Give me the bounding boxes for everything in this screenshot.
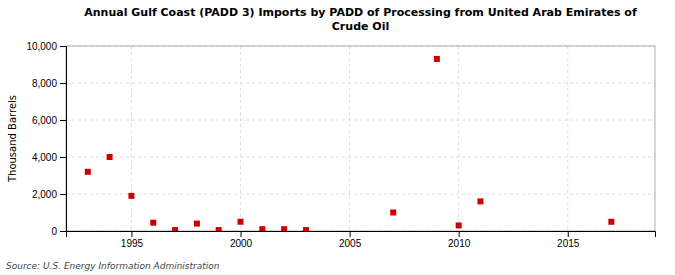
chart: 1995 2000 2005 2010 2015 0 2,000 4,000 6,000 8,00… — [0, 0, 675, 275]
point — [172, 227, 178, 231]
x-axis: 1995 2000 2005 2010 2015 — [67, 231, 656, 249]
point — [608, 219, 614, 225]
tick: 2000 — [230, 231, 253, 249]
tick-mark — [350, 231, 351, 237]
point — [477, 198, 483, 204]
tick-mark — [60, 46, 66, 47]
point — [216, 227, 222, 231]
tick: 10,000 — [26, 41, 66, 52]
grid-line — [66, 194, 655, 195]
tick-mark — [60, 83, 66, 84]
tick-label: 10,000 — [26, 41, 57, 52]
point — [259, 226, 265, 231]
grid-line — [240, 46, 241, 231]
y-axis-title: Thousand Barrels — [7, 95, 18, 183]
grid — [66, 46, 655, 231]
tick: 0 — [51, 226, 66, 237]
tick: 4,000 — [32, 152, 66, 163]
tick: 1995 — [121, 231, 144, 249]
tick-mark — [241, 231, 242, 237]
source: Source: U.S. Energy Information Administ… — [6, 261, 220, 271]
tick: 8,000 — [32, 78, 66, 89]
point — [150, 220, 156, 226]
grid-line — [131, 46, 132, 231]
grid-line — [66, 120, 655, 121]
tick: 2005 — [339, 231, 362, 249]
tick-label: 2,000 — [32, 189, 57, 200]
tick-mark — [568, 231, 569, 237]
point — [238, 219, 244, 225]
grid-line — [66, 83, 655, 84]
point — [281, 226, 287, 231]
tick-mark — [60, 120, 66, 121]
tick: 2,000 — [32, 189, 66, 200]
tick-label: 2010 — [448, 238, 471, 249]
point — [303, 227, 309, 231]
point — [456, 222, 462, 228]
grid-line — [567, 46, 568, 231]
tick-mark — [131, 231, 132, 237]
grid-line — [66, 157, 655, 158]
tick-label: 2005 — [339, 238, 362, 249]
point — [194, 221, 200, 227]
tick-label: 6,000 — [32, 115, 57, 126]
grid-line — [458, 46, 459, 231]
tick-label: 4,000 — [32, 152, 57, 163]
point — [434, 56, 440, 62]
point — [390, 210, 396, 216]
title: Annual Gulf Coast (PADD 3) Imports by PA… — [84, 6, 637, 33]
tick-label: 1995 — [121, 238, 144, 249]
tick: 6,000 — [32, 115, 66, 126]
point — [107, 154, 113, 160]
tick-mark — [459, 231, 460, 237]
tick-mark — [60, 231, 66, 232]
tick-label: 2000 — [230, 238, 253, 249]
axis-line — [60, 47, 67, 232]
grid-line — [349, 46, 350, 231]
point — [85, 169, 91, 175]
tick-mark — [60, 194, 66, 195]
point — [128, 193, 134, 199]
plot-frame — [66, 46, 655, 231]
axis-line — [67, 232, 656, 238]
tick-label: 0 — [51, 226, 57, 237]
tick-label: 8,000 — [32, 78, 57, 89]
y-axis: 0 2,000 4,000 6,000 8,000 10,000 — [26, 41, 66, 237]
tick: 2010 — [448, 231, 471, 249]
tick-label: 2015 — [557, 238, 580, 249]
tick: 2015 — [557, 231, 580, 249]
points — [85, 56, 615, 231]
tick-mark — [60, 157, 66, 158]
plot-area: 1995 2000 2005 2010 2015 0 2,000 4,000 6,000 8,00… — [26, 41, 655, 249]
